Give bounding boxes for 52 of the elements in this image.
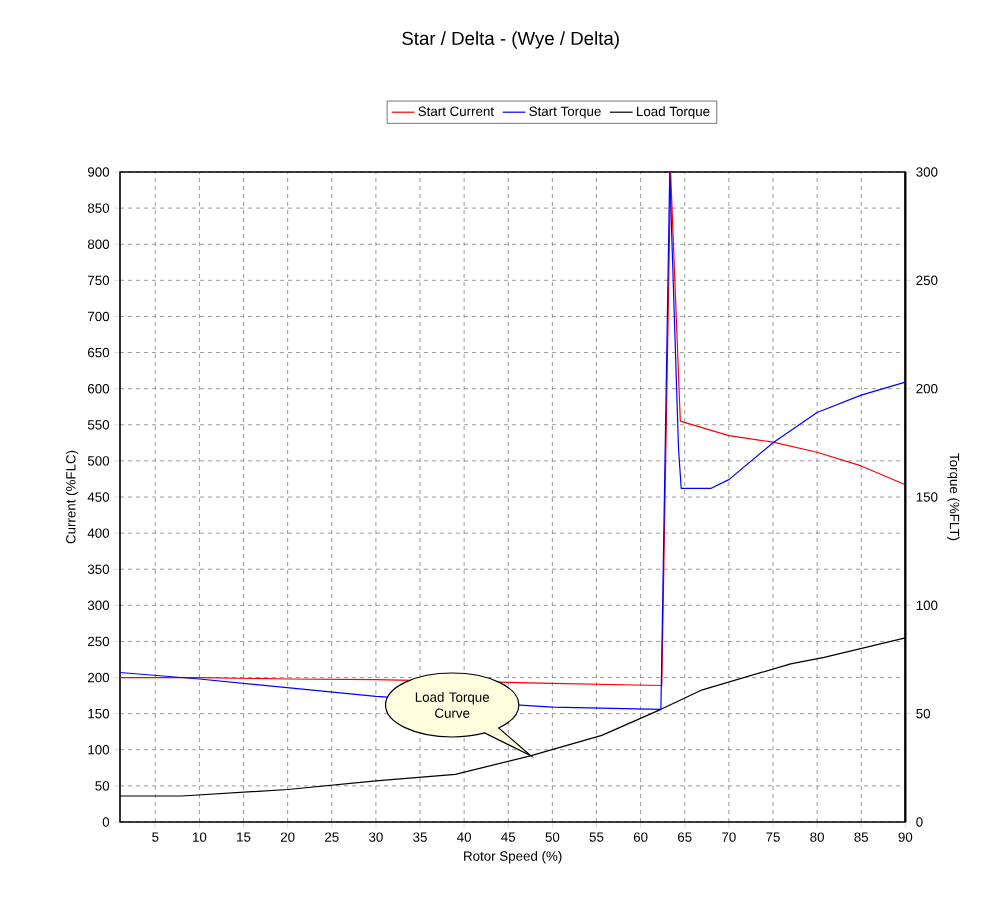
y-tick-label: 250 — [88, 636, 110, 646]
x-tick-label: 75 — [766, 832, 780, 842]
x-tick-label: 10 — [193, 832, 207, 842]
x-tick-label: 20 — [280, 832, 295, 842]
x-tick-label: 15 — [237, 832, 251, 842]
y2-tick-label: 100 — [916, 600, 938, 610]
chart-title: Star / Delta - (Wye / Delta) — [402, 31, 619, 49]
y-tick-label: 500 — [87, 456, 110, 466]
y-tick-label: 600 — [88, 383, 110, 394]
y2-tick-label: 200 — [916, 383, 938, 394]
x-tick-label: 30 — [368, 832, 383, 842]
x-tick-label: 5 — [152, 832, 159, 842]
y-tick-label: 450 — [87, 492, 110, 502]
y-tick-label: 700 — [88, 311, 110, 321]
y-tick-label: 750 — [88, 275, 110, 285]
y-tick-label: 850 — [87, 203, 110, 213]
x-tick-label: 40 — [457, 832, 472, 842]
y-tick-label: 400 — [87, 528, 110, 538]
x-tick-label: 90 — [898, 832, 913, 842]
x-tick-label: 50 — [545, 832, 560, 842]
x-tick-label: 65 — [677, 832, 692, 842]
legend-label: Start Torque — [529, 106, 601, 119]
y2-tick-label: 50 — [916, 708, 931, 719]
y-tick-label: 900 — [87, 167, 110, 177]
y-tick-label: 300 — [87, 600, 110, 610]
y-tick-label: 200 — [88, 672, 110, 683]
y2-tick-label: 250 — [916, 275, 938, 285]
y-tick-label: 650 — [88, 347, 110, 358]
x-axis-title: Rotor Speed (%) — [464, 850, 562, 864]
y-tick-label: 800 — [87, 239, 110, 249]
x-tick-label: 85 — [854, 832, 869, 842]
annotation: Load Torque Curve — [415, 691, 490, 718]
x-tick-label: 60 — [633, 832, 648, 842]
x-tick-label: 35 — [413, 832, 427, 842]
x-tick-label: 45 — [501, 832, 516, 842]
y-tick-label: 150 — [88, 708, 110, 719]
y-tick-label: 100 — [88, 744, 110, 755]
y2-tick-label: 300 — [916, 167, 938, 177]
y-tick-label: 0 — [102, 817, 110, 827]
legend-label: Load Torque — [637, 106, 710, 119]
y-tick-label: 50 — [95, 781, 110, 791]
x-tick-label: 55 — [589, 832, 604, 842]
legend-label: Start Current — [418, 106, 494, 116]
x-tick-label: 80 — [810, 832, 824, 842]
x-tick-label: 70 — [722, 832, 736, 842]
y-axis-title: Current (%FLC) — [65, 450, 79, 544]
y2-tick-label: 0 — [916, 817, 923, 827]
y-tick-label: 350 — [87, 564, 110, 574]
x-tick-label: 25 — [325, 832, 339, 842]
y2-axis-title: Torque (%FLT) — [947, 453, 960, 540]
y2-tick-label: 150 — [916, 492, 938, 502]
y-tick-label: 550 — [87, 419, 110, 430]
